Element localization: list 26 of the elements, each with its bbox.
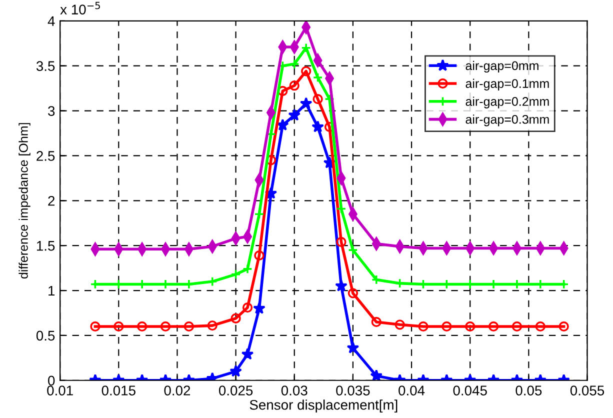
y-tick-label: 3.5 [36,61,55,72]
y-tick-label: 1.5 [36,241,55,251]
legend-label: air-gap=0mm [466,60,538,73]
x-tick-label: 0.03 [281,386,308,396]
x-tick-label: 0.05 [516,386,542,396]
x-tick-label: 0.035 [336,386,370,396]
legend-label: air-gap=0.3mm [466,114,549,126]
legend-label: air-gap=0.2mm [466,96,549,108]
x-tick-label: 0.04 [398,386,425,396]
y-tick-label: 0 [48,376,55,386]
x-tick-label: 0.015 [102,386,136,396]
y-axis-title: difference impedance [Ohm] [18,123,30,279]
y-tick-label: 1 [48,286,55,296]
x-tick-label: 0.02 [164,386,190,396]
legend-label: air-gap=0.1mm [466,78,549,90]
x-tick-label: 0.01 [47,386,73,396]
x-tick-label: 0.055 [570,386,604,396]
x-tick-label: 0.045 [453,386,487,396]
text: x 10$^{−5}$ [60,2,100,14]
x-axis-title: Sensor displacement[m] [250,400,398,413]
y-tick-label: 0.5 [36,330,55,341]
y-tick-label: 4 [48,16,55,26]
y-tick-label: 2.5 [36,151,55,161]
y-tick-label: 3 [48,106,55,116]
x-tick-label: 0.025 [218,386,253,396]
y-tick-label: 2 [48,196,55,206]
